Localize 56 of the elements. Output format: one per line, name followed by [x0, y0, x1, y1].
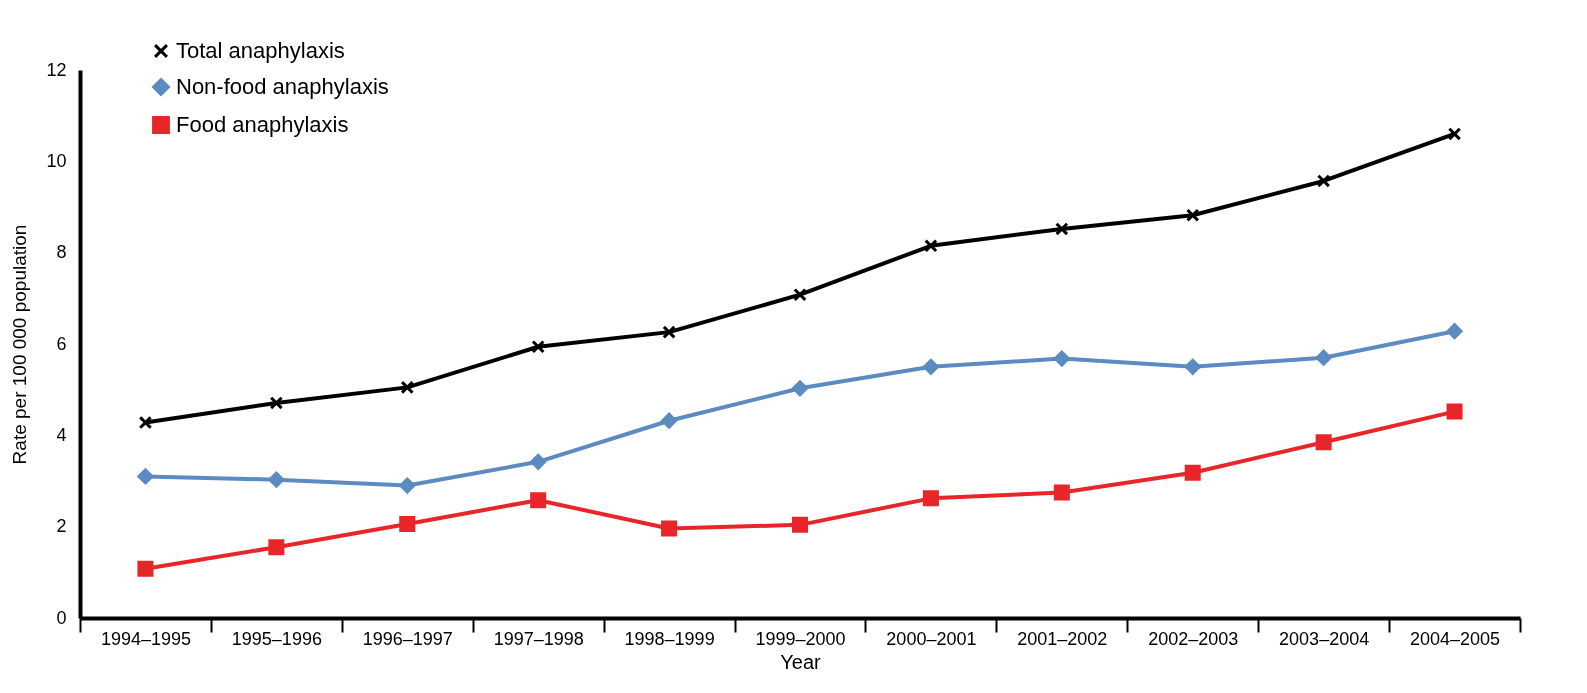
- point: [661, 520, 678, 537]
- y-axis-title: Rate per 100 000 population: [9, 224, 31, 465]
- x-tick-label: 1994–1995: [100, 628, 192, 649]
- point: [922, 358, 939, 375]
- point: [269, 396, 284, 410]
- point: [791, 516, 809, 533]
- point: [1447, 127, 1462, 141]
- y-tick-label: 2: [56, 516, 67, 537]
- x-tick-label: 2000–2001: [886, 628, 977, 649]
- point: [1446, 403, 1463, 420]
- point: [268, 471, 285, 488]
- y-tick-label: 10: [46, 150, 67, 171]
- point: [1055, 222, 1069, 236]
- x-tick-label: 1996–1997: [362, 628, 453, 649]
- point: [138, 415, 153, 430]
- point: [399, 515, 416, 532]
- point: [924, 239, 938, 253]
- x-tick-label: 1995–1996: [231, 628, 322, 649]
- point: [793, 287, 807, 302]
- point: [1315, 349, 1332, 366]
- point: [530, 453, 547, 470]
- point: [268, 539, 285, 556]
- x-tick-label: 2004–2005: [1409, 628, 1501, 649]
- y-tick-label: 4: [56, 424, 67, 445]
- y-tick-label: 8: [56, 242, 67, 263]
- x-tick-label: 1999–2000: [755, 628, 846, 649]
- point: [791, 380, 809, 397]
- x-tick-label: 1997–1998: [493, 628, 584, 649]
- point: [530, 492, 547, 509]
- point: [399, 477, 416, 494]
- y-tick-label: 6: [56, 333, 67, 354]
- x-tick-label: 2003–2004: [1279, 628, 1370, 649]
- x-tick-label: 2002–2003: [1148, 628, 1239, 649]
- point: [1053, 350, 1070, 367]
- x-tick-label: 2001–2002: [1017, 628, 1108, 649]
- y-tick-label: 12: [46, 59, 67, 80]
- legend-label: Non-food anaphylaxis: [176, 74, 389, 99]
- y-tick-label: 0: [56, 607, 67, 628]
- point: [1315, 434, 1332, 451]
- point: [1184, 464, 1201, 481]
- legend-label: Total anaphylaxis: [176, 38, 345, 63]
- x-tick-label: 1998–1999: [624, 628, 715, 649]
- point: [1184, 358, 1201, 375]
- point: [1316, 174, 1331, 188]
- point: [137, 468, 154, 485]
- point: [137, 560, 154, 577]
- point: [531, 340, 545, 354]
- point: [1186, 208, 1200, 222]
- point: [661, 412, 678, 429]
- point: [1446, 323, 1463, 340]
- point: [662, 325, 676, 339]
- point: [922, 490, 939, 507]
- point: [1053, 484, 1070, 501]
- x-axis-title: Year: [780, 650, 822, 673]
- point: [400, 380, 414, 395]
- legend-label: Food anaphylaxis: [176, 112, 349, 137]
